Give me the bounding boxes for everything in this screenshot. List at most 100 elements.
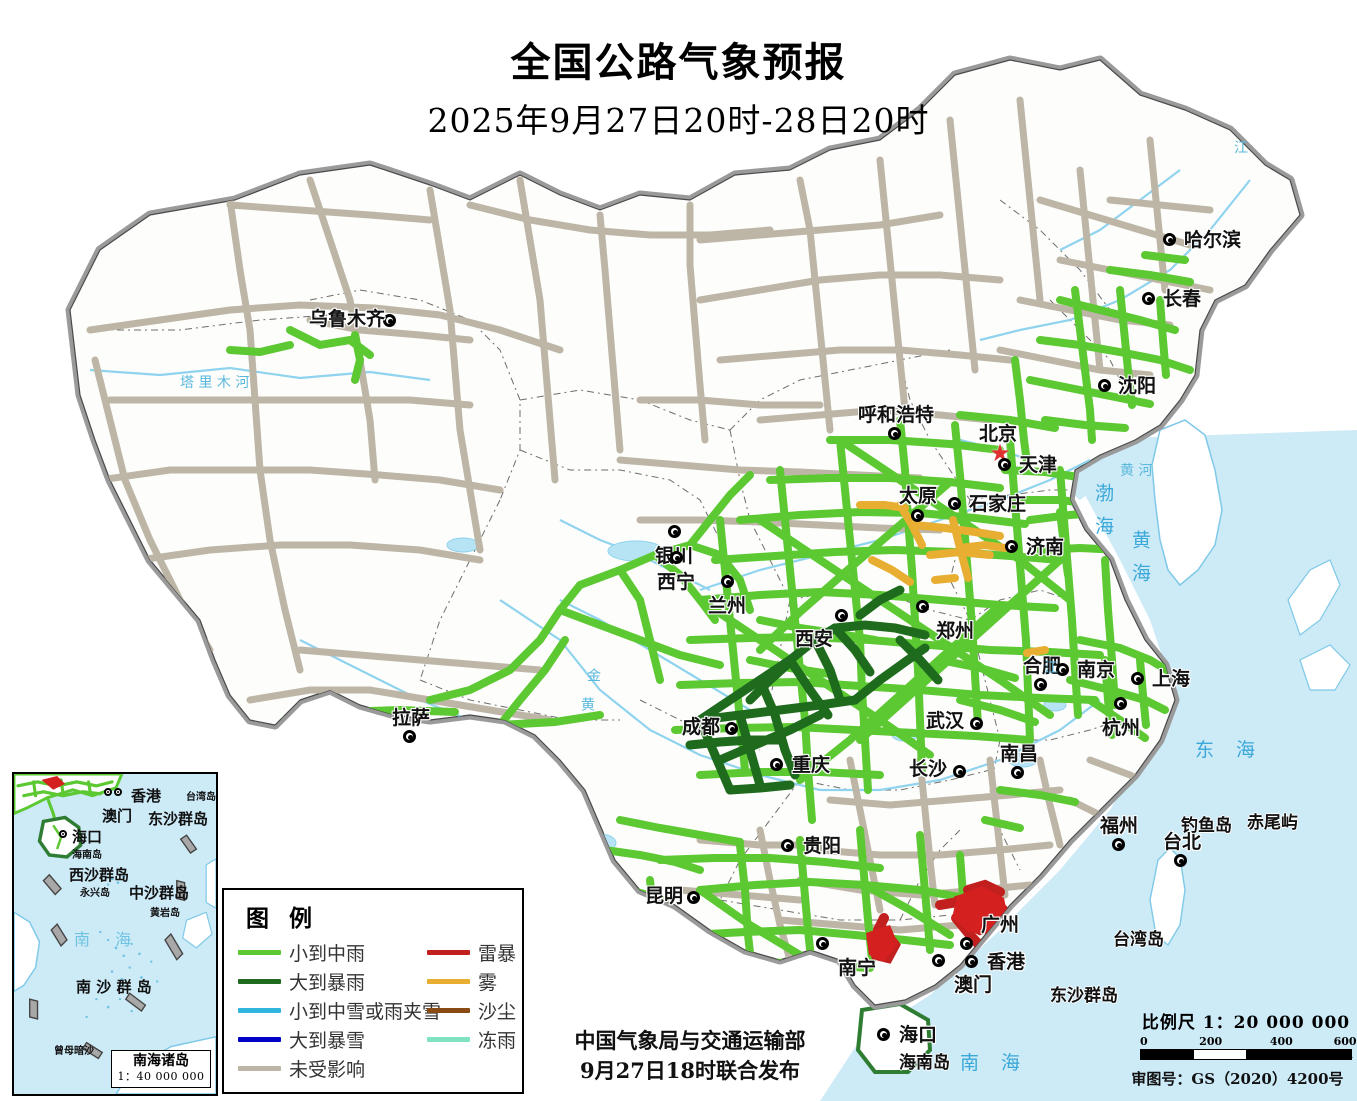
publisher-block: 中国气象局与交通运输部 9月27日18时联合发布 — [540, 1026, 840, 1087]
island-label: 台湾岛 — [1113, 930, 1164, 950]
city-label: 南京 — [1077, 659, 1116, 681]
approval-number: 审图号：GS（2020）4200号 — [1131, 1070, 1344, 1088]
publisher-line-2: 9月27日18时联合发布 — [579, 1058, 801, 1084]
city-dot-icon — [816, 937, 829, 950]
river-label: 塔 里 木 河 — [180, 375, 250, 391]
legend-color-swatch — [238, 1008, 281, 1013]
inset-label: 西沙群岛 — [69, 866, 130, 884]
city-dot-icon — [1163, 233, 1176, 246]
legend-color-swatch — [427, 950, 470, 955]
inset-title-box: 南海诸岛 1：40 000 000 — [111, 1050, 211, 1088]
south-china-sea-inset: 香港 台湾岛 澳门 东沙群岛 海口 海南岛 西沙群岛 永兴岛 中沙群岛 黄岩岛南 沙 群 岛曾母暗… — [12, 772, 218, 1096]
city-dot-icon — [1142, 292, 1155, 305]
river-label: 黄 — [579, 697, 595, 715]
river-label: 金 — [585, 668, 601, 686]
island-label: 钓鱼岛 — [1181, 816, 1232, 836]
city-dot-icon — [1114, 697, 1127, 710]
city-dot-icon — [953, 765, 966, 778]
city-dot-icon — [960, 937, 973, 950]
legend-item-label: 沙尘 — [478, 1001, 517, 1023]
legend-item: 大到暴雪 — [238, 1025, 423, 1054]
legend-item: 雾 — [427, 967, 516, 996]
city-dot-icon — [916, 600, 929, 613]
city-dot-icon — [721, 575, 734, 588]
city-label: 杭州 — [1102, 717, 1141, 739]
city-label: 北京 — [979, 423, 1018, 445]
city-dot-icon — [911, 509, 924, 522]
city-dot-icon — [687, 891, 700, 904]
scale-tick-label: 400 — [1269, 1035, 1293, 1048]
legend-column-left: 小到中雨 大到暴雨 小到中雪或雨夹雪 大到暴雪 未受影响 — [238, 938, 441, 1083]
legend-item-label: 大到暴雨 — [289, 972, 366, 994]
city-dot-icon — [781, 839, 794, 852]
sea-label: 南 海 — [960, 1052, 1029, 1074]
island-label: 赤尾屿 — [1247, 813, 1298, 833]
city-label: 昆明 — [645, 885, 684, 907]
city-dot-icon — [970, 717, 983, 730]
legend-color-swatch — [238, 979, 281, 984]
city-label: 西安 — [795, 628, 834, 650]
city-label: 台北 — [1163, 831, 1202, 853]
city-label: 武汉 — [926, 710, 965, 732]
city-label: 成都 — [682, 716, 721, 738]
legend-item: 小到中雪或雨夹雪 — [238, 996, 441, 1025]
city-label: 西宁 — [657, 571, 696, 593]
inset-label: 台湾岛 — [186, 792, 216, 803]
city-label: 沈阳 — [1118, 375, 1157, 397]
legend-item: 未受影响 — [238, 1054, 423, 1083]
legend-item: 沙尘 — [427, 996, 516, 1025]
scale-tick-label: 200 — [1199, 1035, 1223, 1048]
legend-item-label: 冻雨 — [478, 1030, 517, 1052]
legend-color-swatch — [238, 950, 281, 955]
island-label: 东沙群岛 — [1050, 986, 1118, 1006]
legend-title: 图 例 — [246, 905, 319, 932]
sea-label: 东 海 — [1195, 739, 1264, 761]
city-label: 澳门 — [954, 974, 993, 996]
city-label: 重庆 — [792, 754, 831, 776]
city-dot-icon — [1056, 663, 1069, 676]
city-label: 济南 — [1026, 536, 1065, 558]
city-label: 长春 — [1163, 288, 1202, 310]
inset-label: 澳门 — [102, 807, 133, 825]
inset-label: 中沙群岛 — [129, 884, 190, 902]
city-dot-icon — [770, 758, 783, 771]
city-label: 拉萨 — [392, 707, 431, 729]
city-dot-icon — [1034, 678, 1047, 691]
scale-bar — [1140, 1049, 1352, 1060]
inset-label: 东沙群岛 — [148, 810, 209, 828]
city-dot-icon — [403, 730, 416, 743]
inset-label: 黄岩岛 — [150, 908, 180, 919]
city-label: 长沙 — [909, 758, 948, 780]
city-label: 南昌 — [1000, 743, 1039, 765]
legend-column-right: 雷暴雾沙尘 冻雨 — [427, 938, 516, 1083]
legend-item-label: 小到中雪或雨夹雪 — [289, 1001, 442, 1023]
inset-label: 南 沙 群 岛 — [76, 978, 152, 996]
city-label: 天津 — [1019, 454, 1058, 476]
city-label: 香港 — [987, 951, 1026, 973]
legend-item-label: 未受影响 — [289, 1059, 366, 1081]
city-label: 福州 — [1100, 815, 1139, 837]
city-dot-icon — [670, 551, 683, 564]
legend-item: 冻雨 — [427, 1025, 516, 1054]
legend-color-swatch — [427, 1008, 470, 1013]
sea-label: 渤海 — [1092, 483, 1114, 549]
city-dot-icon — [1005, 540, 1018, 553]
inset-sea-label: 南 海 — [74, 930, 142, 949]
inset-scale: 1：40 000 000 — [117, 1070, 205, 1083]
inset-city-dot-macau — [104, 788, 112, 796]
scale-title: 比例尺 1：20 000 000 — [1141, 1013, 1351, 1033]
city-label: 石家庄 — [969, 493, 1027, 515]
scale-tick-label: 0 — [1140, 1035, 1148, 1048]
city-dot-icon — [888, 427, 901, 440]
city-label: 哈尔滨 — [1184, 229, 1242, 251]
city-label: 乌鲁木齐 — [309, 308, 386, 330]
island-label: 海南岛 — [899, 1053, 950, 1073]
city-dot-icon — [1174, 854, 1187, 867]
city-label: 南宁 — [838, 957, 877, 979]
river-label: 江 — [1042, 660, 1058, 678]
city-label: 合肥 — [1023, 655, 1062, 677]
legend-color-swatch — [427, 1037, 470, 1042]
city-dot-icon — [1098, 379, 1111, 392]
